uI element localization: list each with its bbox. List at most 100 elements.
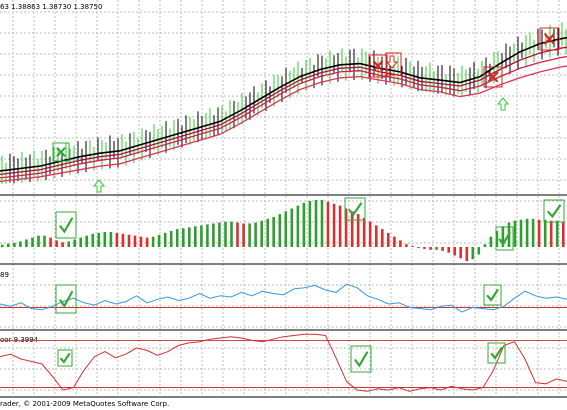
check-mark bbox=[486, 288, 499, 302]
histogram-bar bbox=[200, 225, 203, 247]
histogram-bar bbox=[55, 240, 58, 247]
histogram-bar bbox=[326, 201, 330, 247]
x-box bbox=[539, 27, 560, 51]
stoch-label-text: oor 9.3994 bbox=[0, 336, 39, 344]
histogram-bar bbox=[25, 239, 28, 247]
x-icon bbox=[372, 60, 384, 72]
moving-average-lines bbox=[0, 36, 567, 183]
rsi-label-text: 89 bbox=[0, 271, 9, 279]
price-info-text: 63 1.38863 1.38730 1.38750 bbox=[0, 3, 102, 11]
x-icon bbox=[487, 71, 499, 83]
histogram-bar bbox=[362, 217, 366, 247]
histogram-bar bbox=[483, 244, 487, 247]
panel-separators bbox=[0, 194, 567, 398]
histogram-bar bbox=[350, 211, 354, 247]
histogram-bar bbox=[37, 235, 40, 247]
x-icon bbox=[544, 33, 555, 45]
histogram-bar bbox=[260, 220, 263, 247]
histogram-bar bbox=[531, 218, 535, 247]
histogram-bar bbox=[399, 240, 402, 247]
histogram-bar bbox=[284, 211, 288, 247]
moving-average-line bbox=[0, 46, 567, 176]
x-mark bbox=[372, 60, 384, 72]
histogram-bar bbox=[145, 237, 149, 247]
x-mark bbox=[544, 33, 555, 45]
histogram-bar bbox=[417, 247, 420, 248]
check-icon bbox=[59, 352, 71, 364]
histogram-bar bbox=[91, 233, 95, 247]
histogram-bar bbox=[405, 244, 408, 247]
stoch-line bbox=[0, 333, 567, 392]
check-icon bbox=[547, 204, 562, 219]
histogram-bar bbox=[242, 223, 245, 247]
histogram-bar bbox=[7, 243, 10, 247]
stochastic-panel: oor 9.3994 bbox=[0, 333, 567, 392]
histogram-bar bbox=[489, 236, 493, 247]
price-panel: 63 1.38863 1.38730 1.38750 bbox=[0, 3, 567, 184]
histogram-bar bbox=[537, 219, 541, 247]
histogram-bar bbox=[375, 225, 378, 247]
histogram-panel bbox=[1, 200, 565, 262]
histogram-bar bbox=[272, 216, 275, 247]
histogram-bar bbox=[381, 229, 384, 247]
histogram-bar bbox=[254, 222, 257, 247]
histogram-bar bbox=[19, 241, 22, 247]
check-box bbox=[344, 197, 366, 221]
histogram-bar bbox=[447, 247, 450, 253]
histogram-bar bbox=[477, 247, 481, 255]
histogram-bar bbox=[471, 247, 475, 260]
histogram-bar bbox=[188, 227, 191, 247]
check-icon bbox=[486, 288, 499, 302]
histogram-bar bbox=[85, 235, 88, 247]
histogram-bar bbox=[562, 221, 565, 247]
histogram-bar bbox=[248, 223, 251, 247]
histogram-bar bbox=[73, 239, 76, 247]
x-mark bbox=[487, 71, 499, 83]
histogram-bar bbox=[194, 226, 197, 247]
check-mark bbox=[59, 352, 71, 364]
check-icon bbox=[490, 346, 503, 360]
check-box bbox=[483, 284, 502, 306]
histogram-bar bbox=[435, 247, 438, 250]
histogram-bar bbox=[525, 218, 529, 247]
moving-average-line bbox=[0, 36, 567, 172]
rsi-panel: 89 bbox=[0, 271, 567, 313]
check-mark bbox=[498, 231, 511, 247]
histogram-bar bbox=[175, 229, 179, 247]
check-mark bbox=[354, 351, 369, 368]
check-mark bbox=[490, 346, 503, 360]
moving-average-line bbox=[0, 65, 567, 183]
check-box bbox=[487, 342, 506, 364]
histogram-bar bbox=[31, 237, 34, 247]
signal-markers bbox=[52, 27, 565, 373]
check-mark bbox=[348, 202, 363, 217]
check-icon bbox=[59, 290, 74, 309]
histogram-bar bbox=[109, 232, 113, 247]
histogram-bar bbox=[230, 221, 233, 247]
x-box bbox=[385, 52, 402, 76]
histogram-bar bbox=[459, 247, 462, 259]
histogram-bar bbox=[338, 205, 342, 247]
histogram-bar bbox=[266, 218, 269, 247]
x-icon bbox=[56, 147, 66, 157]
histogram-bar bbox=[429, 247, 432, 250]
check-box bbox=[350, 345, 372, 373]
histogram-bar bbox=[151, 236, 155, 247]
histogram-bar bbox=[103, 232, 107, 247]
histogram-bar bbox=[49, 237, 52, 247]
histogram-bar bbox=[513, 220, 517, 247]
histogram-bar bbox=[314, 200, 318, 247]
histogram-bar bbox=[13, 242, 16, 247]
histogram-bar bbox=[236, 222, 239, 247]
check-icon bbox=[354, 351, 369, 368]
rsi-line bbox=[0, 283, 567, 313]
histogram-bar bbox=[393, 236, 396, 247]
moving-average-line bbox=[0, 55, 567, 179]
histogram-bar bbox=[453, 247, 456, 256]
histogram-bar bbox=[218, 222, 221, 247]
check-box bbox=[55, 211, 77, 239]
histogram-bar bbox=[368, 221, 372, 247]
histogram-bar bbox=[501, 226, 505, 247]
histogram-bar bbox=[133, 235, 137, 247]
